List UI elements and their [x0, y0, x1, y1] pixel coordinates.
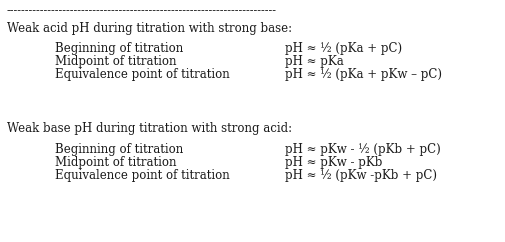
Text: Midpoint of titration: Midpoint of titration [55, 55, 177, 68]
Text: pH ≈ ½ (pKa + pKw – pC): pH ≈ ½ (pKa + pKw – pC) [285, 68, 442, 81]
Text: Beginning of titration: Beginning of titration [55, 143, 183, 156]
Text: Weak base pH during titration with strong acid:: Weak base pH during titration with stron… [7, 122, 292, 135]
Text: pH ≈ pKw - pKb: pH ≈ pKw - pKb [285, 156, 382, 169]
Text: Equivalence point of titration: Equivalence point of titration [55, 169, 230, 182]
Text: Equivalence point of titration: Equivalence point of titration [55, 68, 230, 81]
Text: pH ≈ pKa: pH ≈ pKa [285, 55, 344, 68]
Text: pH ≈ ½ (pKw -pKb + pC): pH ≈ ½ (pKw -pKb + pC) [285, 169, 437, 182]
Text: Midpoint of titration: Midpoint of titration [55, 156, 177, 169]
Text: pH ≈ pKw - ½ (pKb + pC): pH ≈ pKw - ½ (pKb + pC) [285, 143, 441, 156]
Text: Weak acid pH during titration with strong base:: Weak acid pH during titration with stron… [7, 22, 292, 35]
Text: Beginning of titration: Beginning of titration [55, 42, 183, 55]
Text: pH ≈ ½ (pKa + pC): pH ≈ ½ (pKa + pC) [285, 42, 402, 55]
Text: ------------------------------------------------------------------------: ----------------------------------------… [7, 6, 277, 16]
